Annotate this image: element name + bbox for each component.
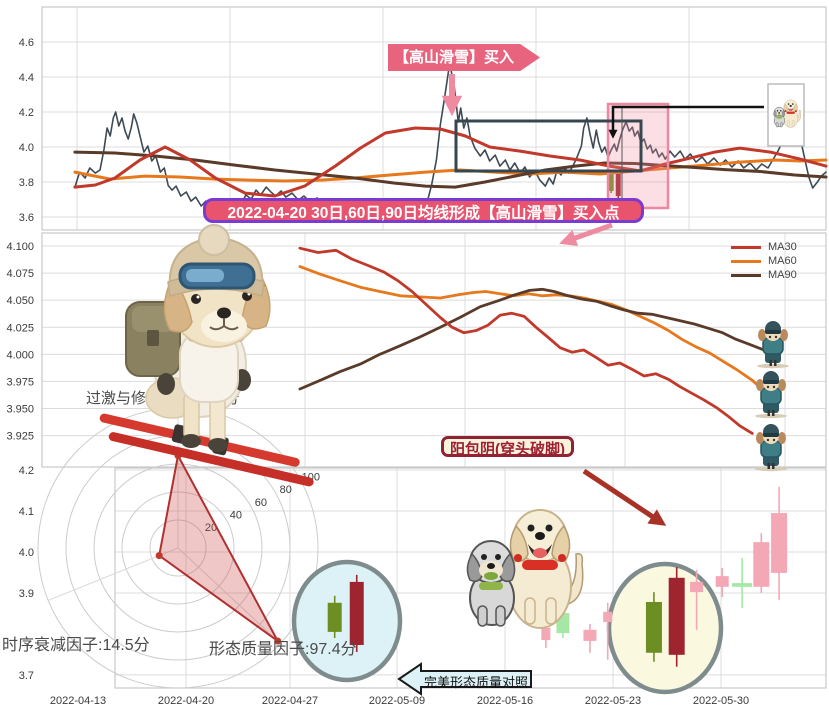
legend-line-swatch xyxy=(731,259,761,263)
series-MA30 xyxy=(73,126,828,198)
radar-tick-label: 40 xyxy=(230,509,242,521)
y-tick-label: 4.1 xyxy=(19,506,34,518)
candle-body xyxy=(715,576,729,587)
candle-body xyxy=(645,601,662,653)
ma-legend: MA30 MA60 MA90 xyxy=(731,240,797,282)
candle-body xyxy=(541,627,551,641)
candle-body xyxy=(349,581,364,645)
radar-tick-label: 80 xyxy=(280,484,292,496)
candle-body xyxy=(732,583,753,587)
actual-pattern-ellipse xyxy=(606,561,724,695)
legend-row: MA30 xyxy=(731,240,797,254)
x-tick-label: 2022-04-20 xyxy=(158,695,214,707)
legend-line-swatch xyxy=(731,245,761,249)
candle-body xyxy=(615,172,621,197)
thumbnail-box xyxy=(767,83,805,147)
x-tick-label: 2022-05-23 xyxy=(585,695,641,707)
radar-tick-label: 60 xyxy=(255,497,267,509)
x-tick-label: 2022-05-30 xyxy=(693,695,749,707)
y-tick-label: 4.000 xyxy=(6,349,34,361)
candlesticks xyxy=(327,171,788,667)
highlight-ellipses xyxy=(291,559,724,695)
candle-body xyxy=(608,173,614,191)
navy-highlight-box xyxy=(454,119,643,173)
y-tick-label: 4.2 xyxy=(19,465,34,477)
y-tick-label: 3.925 xyxy=(6,431,34,443)
y-tick-label: 3.8 xyxy=(19,177,34,189)
connector-to-thumbnail xyxy=(608,105,764,139)
legend-label: MA30 xyxy=(768,241,797,253)
y-tick-label: 3.6 xyxy=(19,212,34,224)
candle-body xyxy=(668,577,685,655)
radar-value-polygon xyxy=(158,452,279,642)
buy-point-banner: 【高山滑雪】买入点 xyxy=(388,44,540,71)
candle-body xyxy=(753,542,770,587)
y-tick-label: 3.7 xyxy=(19,670,34,682)
skiing-dog-illustration xyxy=(99,224,314,487)
y-tick-label: 4.2 xyxy=(19,107,34,119)
y-tick-label: 4.4 xyxy=(19,72,34,84)
x-tick-label: 2022-05-16 xyxy=(477,695,533,707)
pattern-name-label: 阳包阴(穿头破脚) xyxy=(441,436,574,458)
quality-factor-label: 形态质量因子:97.4分 xyxy=(209,641,357,658)
banner-arrow xyxy=(559,222,613,247)
radar-tick-label: 20 xyxy=(205,522,217,534)
radar-spoke xyxy=(177,547,281,644)
series-price xyxy=(74,62,827,210)
candle-body xyxy=(327,602,342,632)
series-MA90 xyxy=(73,150,828,189)
x-tick-label: 2022-05-09 xyxy=(369,695,425,707)
legend-label: MA90 xyxy=(768,269,797,281)
y-tick-label: 4.075 xyxy=(6,268,34,280)
candle-body xyxy=(771,513,788,573)
y-tick-label: 4.025 xyxy=(6,322,34,334)
legend-line-swatch xyxy=(731,273,761,277)
y-tick-label: 3.9 xyxy=(19,588,34,600)
legend-label: MA60 xyxy=(768,255,797,267)
candle-body xyxy=(583,629,597,641)
x-tick-label: 2022-04-27 xyxy=(262,695,318,707)
y-tick-label: 4.0 xyxy=(19,142,34,154)
y-tick-label: 4.100 xyxy=(6,241,34,253)
signal-banner: 2022-04-20 30日,60日,90日均线形成【高山滑雪】买入点 xyxy=(203,198,644,223)
candle-body xyxy=(603,611,613,623)
series-MA90 xyxy=(298,287,766,391)
legend-row: MA60 xyxy=(731,254,797,268)
panel-border xyxy=(41,232,827,468)
y-tick-label: 3.950 xyxy=(6,404,34,416)
panel-border xyxy=(41,6,827,231)
perfect-pattern-ellipse xyxy=(291,559,403,683)
candle-body xyxy=(690,581,704,593)
annotation-shapes xyxy=(397,74,764,696)
perfect-reference-label: 完美形态质量对照 xyxy=(423,675,528,690)
y-tick-label: 4.050 xyxy=(6,295,34,307)
decay-factor-label: 时序衰减因子:14.5分 xyxy=(2,637,150,654)
y-tick-label: 3.975 xyxy=(6,376,34,388)
pattern-arrow xyxy=(582,468,667,526)
legend-row: MA90 xyxy=(731,268,797,282)
series-MA60 xyxy=(298,265,766,393)
radar-vertex-dot xyxy=(155,552,163,560)
panel-bg xyxy=(42,7,826,230)
radar-vertex-dot xyxy=(274,637,282,645)
y-tick-label: 4.0 xyxy=(19,547,34,559)
y-tick-label: 4.6 xyxy=(19,37,34,49)
illustrations xyxy=(99,83,805,629)
x-tick-label: 2022-04-13 xyxy=(50,695,106,707)
series-MA30 xyxy=(298,246,754,435)
perfect-ref-arrow xyxy=(397,662,532,696)
